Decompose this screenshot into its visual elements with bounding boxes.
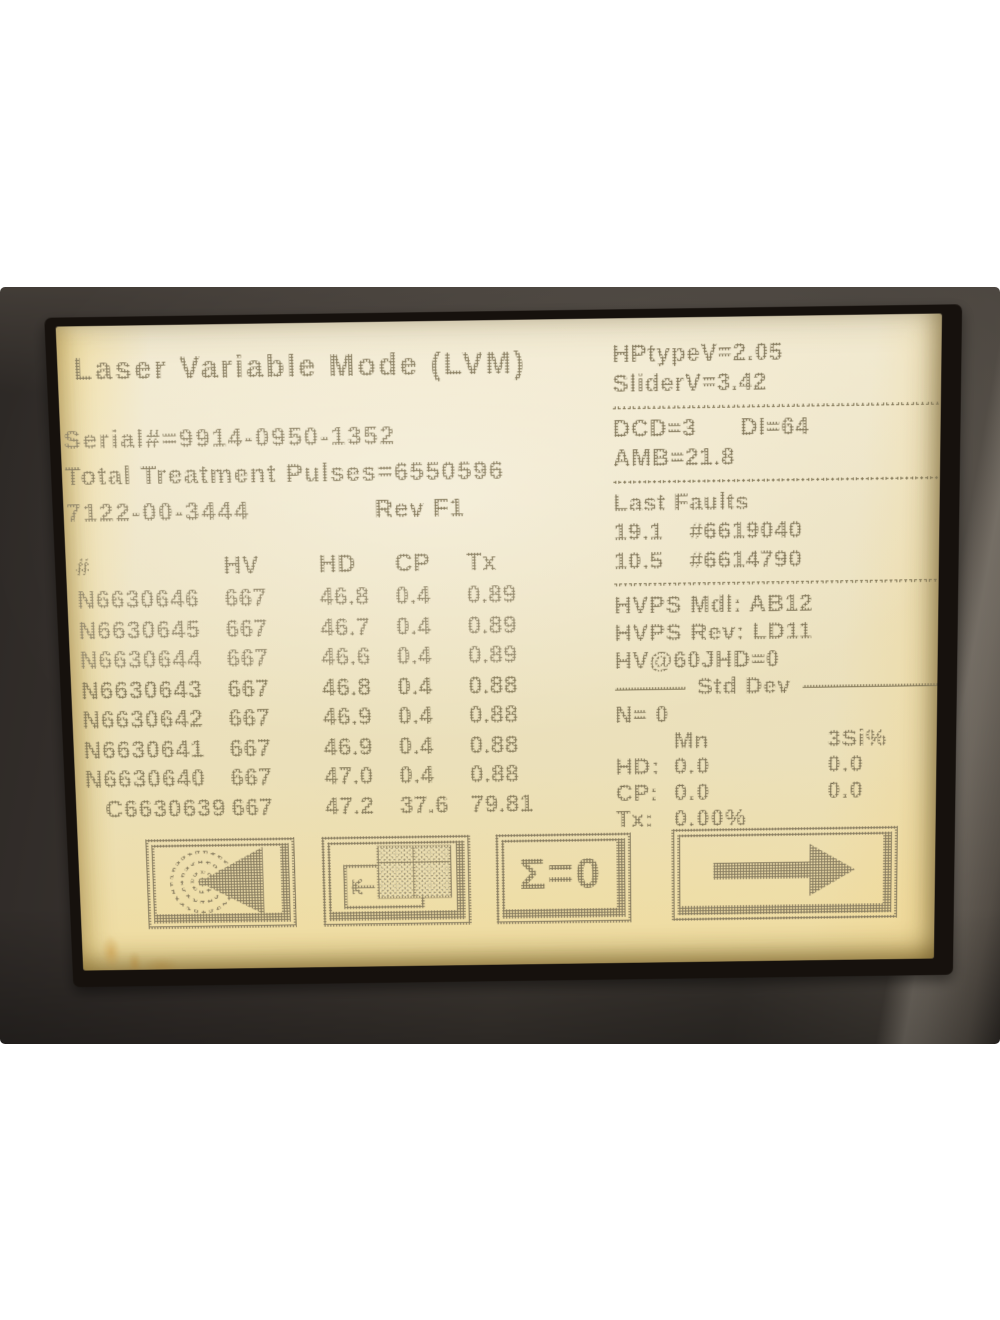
dash-line [802, 682, 943, 688]
divider [614, 578, 943, 587]
hv-value: 667 [228, 734, 272, 762]
pulse-id: N6630641 [82, 735, 206, 764]
table-row: C6630639 667 47.2 37.6 79.81 [85, 789, 614, 826]
pulse-id: N6630644 [79, 646, 203, 675]
hv-value: 667 [230, 794, 274, 821]
col-header-tx: Tx [466, 548, 498, 577]
col-header-number: # [75, 554, 92, 582]
tx-value: 0.89 [467, 641, 518, 669]
hd-value: 46.8 [319, 583, 370, 611]
ambient-temp: AMB=21.8 [613, 443, 736, 473]
mn-value: 0.0 [674, 779, 711, 806]
hd-value: 46.8 [321, 673, 372, 702]
fault-code: 19.1 [613, 519, 664, 546]
status-column: HPtypeV=2.05 SliderV=3.42 DCD=3 DI=64 AM… [612, 335, 943, 833]
pulse-id: C6630639 [104, 794, 227, 823]
fault-row: 10.5 #6614790 [614, 543, 942, 577]
target-pulse-icon [151, 842, 291, 924]
total-treatment-pulses: Total Treatment Pulses=6550596 [64, 455, 505, 491]
cp-value: 0.4 [396, 642, 433, 671]
cp-value: 0.4 [398, 762, 435, 790]
hd-value: 47.0 [324, 763, 374, 791]
pulse-id: N6630646 [76, 585, 201, 615]
pulse-id: N6630643 [80, 676, 204, 705]
cp-value: 0.4 [394, 582, 432, 610]
hv-value: 667 [225, 645, 270, 673]
hd-value: 46.6 [320, 643, 372, 672]
si-value: 0.0 [827, 751, 865, 778]
col-header-hv: HV [222, 552, 260, 580]
hv-value: 667 [229, 764, 273, 792]
col-header-3si: 3Si% [827, 725, 888, 752]
dcd-value: DCD=3 [612, 415, 697, 443]
pulse-history-table: # HV HD CP Tx N6630646 667 46.8 0.4 0.89 [75, 547, 614, 826]
fault-code: 10.5 [613, 548, 665, 575]
sigma-zero-label: Σ=0 [518, 848, 603, 899]
pulse-id: N6630645 [77, 615, 202, 645]
hd-value: 47.2 [324, 792, 375, 820]
col-header-mn: Mn [673, 728, 710, 755]
std-dev-title: Std Dev [697, 672, 792, 700]
dash-line [615, 686, 686, 691]
cp-value: 0.4 [395, 612, 432, 640]
hd-value: 46.9 [323, 733, 374, 761]
lcd-recess: Laser Variable Mode (LVM) Serial#=9914-0… [44, 304, 963, 988]
si-value: 0.0 [827, 777, 865, 804]
tx-value: 0.88 [468, 671, 519, 699]
device-bezel: Laser Variable Mode (LVM) Serial#=9914-0… [0, 287, 1000, 1044]
row-label: CP: [615, 780, 659, 807]
lcd-content: Laser Variable Mode (LVM) Serial#=9914-0… [56, 313, 943, 970]
hptype-voltage: HPtypeV=2.05 [612, 338, 784, 368]
hv-value: 667 [226, 675, 270, 703]
tx-value: 0.89 [466, 581, 517, 609]
col-header-hd: HD [318, 550, 357, 579]
firmware-revision: Rev F1 [374, 492, 465, 524]
hv-value: 667 [224, 615, 269, 643]
pulse-id: N6630642 [81, 706, 205, 735]
divider [612, 401, 943, 410]
page-title: Laser Variable Mode (LVM) [72, 345, 527, 387]
calibration-icon [327, 840, 466, 922]
tx-value: 79.81 [470, 790, 534, 818]
sum-reset-button[interactable]: Σ=0 [495, 832, 632, 925]
tx-value: 0.88 [468, 701, 519, 729]
hd-value: 46.7 [320, 613, 371, 642]
part-number-row: 7122-00-3444 Rev F1 [66, 491, 600, 529]
hv-value: 667 [227, 705, 271, 733]
tx-value: 0.88 [469, 731, 520, 759]
tx-value: 0.89 [467, 611, 518, 639]
cp-value: 0.4 [397, 702, 434, 730]
mn-value: 0.0 [673, 753, 711, 780]
tx-value: 0.88 [469, 761, 520, 789]
row-label: HD: [615, 754, 661, 781]
next-arrow-icon [677, 831, 892, 916]
cp-value: 37.6 [399, 791, 450, 819]
col-header-cp: CP [394, 549, 431, 578]
fault-id: #6619040 [689, 517, 803, 545]
hv-value: 667 [223, 584, 268, 613]
serial-number: Serial#=9914-0950-1352 [62, 420, 397, 455]
lcd-screen: Laser Variable Mode (LVM) Serial#=9914-0… [55, 313, 943, 971]
di-value: DI=64 [740, 413, 810, 441]
row-label: Tx: [616, 806, 654, 833]
divider [613, 476, 943, 484]
slider-voltage: SliderV=3.42 [612, 368, 768, 398]
target-pulse-button[interactable] [145, 837, 297, 930]
cp-value: 0.4 [398, 732, 435, 760]
fault-row: 19.1 #6619040 [614, 514, 942, 548]
cp-value: 0.4 [396, 672, 433, 700]
part-number: 7122-00-3444 [65, 495, 251, 528]
dcd-di-row: DCD=3 DI=64 [613, 410, 942, 444]
calibration-button[interactable] [321, 834, 472, 927]
fault-id: #6614790 [689, 546, 803, 574]
hd-value: 46.9 [322, 703, 373, 731]
next-page-button[interactable] [671, 825, 898, 921]
pulse-id: N6630640 [84, 765, 207, 794]
last-faults-title: Last Faults [613, 488, 750, 517]
